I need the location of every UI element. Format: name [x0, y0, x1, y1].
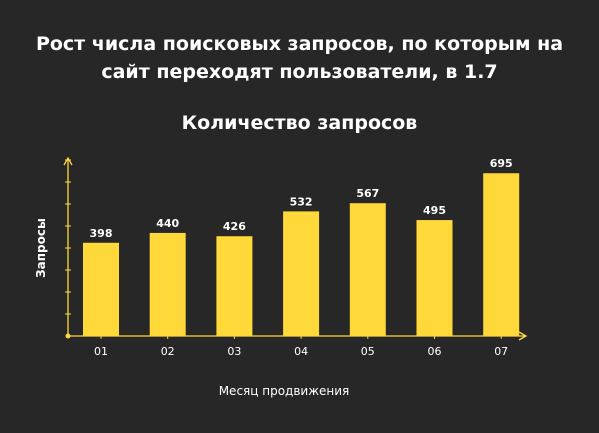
x-tick-label-01: 01	[94, 345, 108, 358]
bar-07	[483, 173, 520, 336]
chart-labels: 398 01 440 02 426 03 532 04 567 05 495 06 695 07	[90, 157, 513, 358]
x-tick-label-04: 04	[294, 345, 308, 358]
x-axis-arrow	[518, 331, 528, 341]
x-tick-label-06: 06	[428, 345, 442, 358]
bar-05	[349, 203, 386, 336]
data-label-02: 440	[156, 217, 179, 230]
y-axis-label: Запросы	[34, 218, 48, 278]
bar-02	[149, 232, 186, 336]
chart-bars	[83, 173, 520, 336]
data-label-06: 495	[423, 204, 446, 217]
chart-subtitle: Количество запросов	[181, 112, 418, 134]
x-tick-label-02: 02	[161, 345, 175, 358]
axis-origin-dot	[65, 333, 71, 339]
bar-06	[416, 220, 453, 336]
bar-03	[216, 236, 253, 336]
bar-04	[283, 211, 320, 336]
data-label-05: 567	[356, 187, 379, 200]
data-label-01: 398	[90, 227, 113, 240]
x-tick-label-05: 05	[361, 345, 375, 358]
x-axis-label: Месяц продвижения	[219, 384, 350, 398]
data-label-07: 695	[490, 157, 513, 170]
chart-title: Рост числа поисковых запросов, по которы…	[35, 33, 564, 83]
y-axis-arrow	[63, 156, 73, 166]
data-label-03: 426	[223, 220, 246, 233]
x-tick-label-03: 03	[227, 345, 241, 358]
x-tick-label-07: 07	[494, 345, 508, 358]
bar-01	[83, 242, 119, 336]
data-label-04: 532	[290, 195, 313, 208]
